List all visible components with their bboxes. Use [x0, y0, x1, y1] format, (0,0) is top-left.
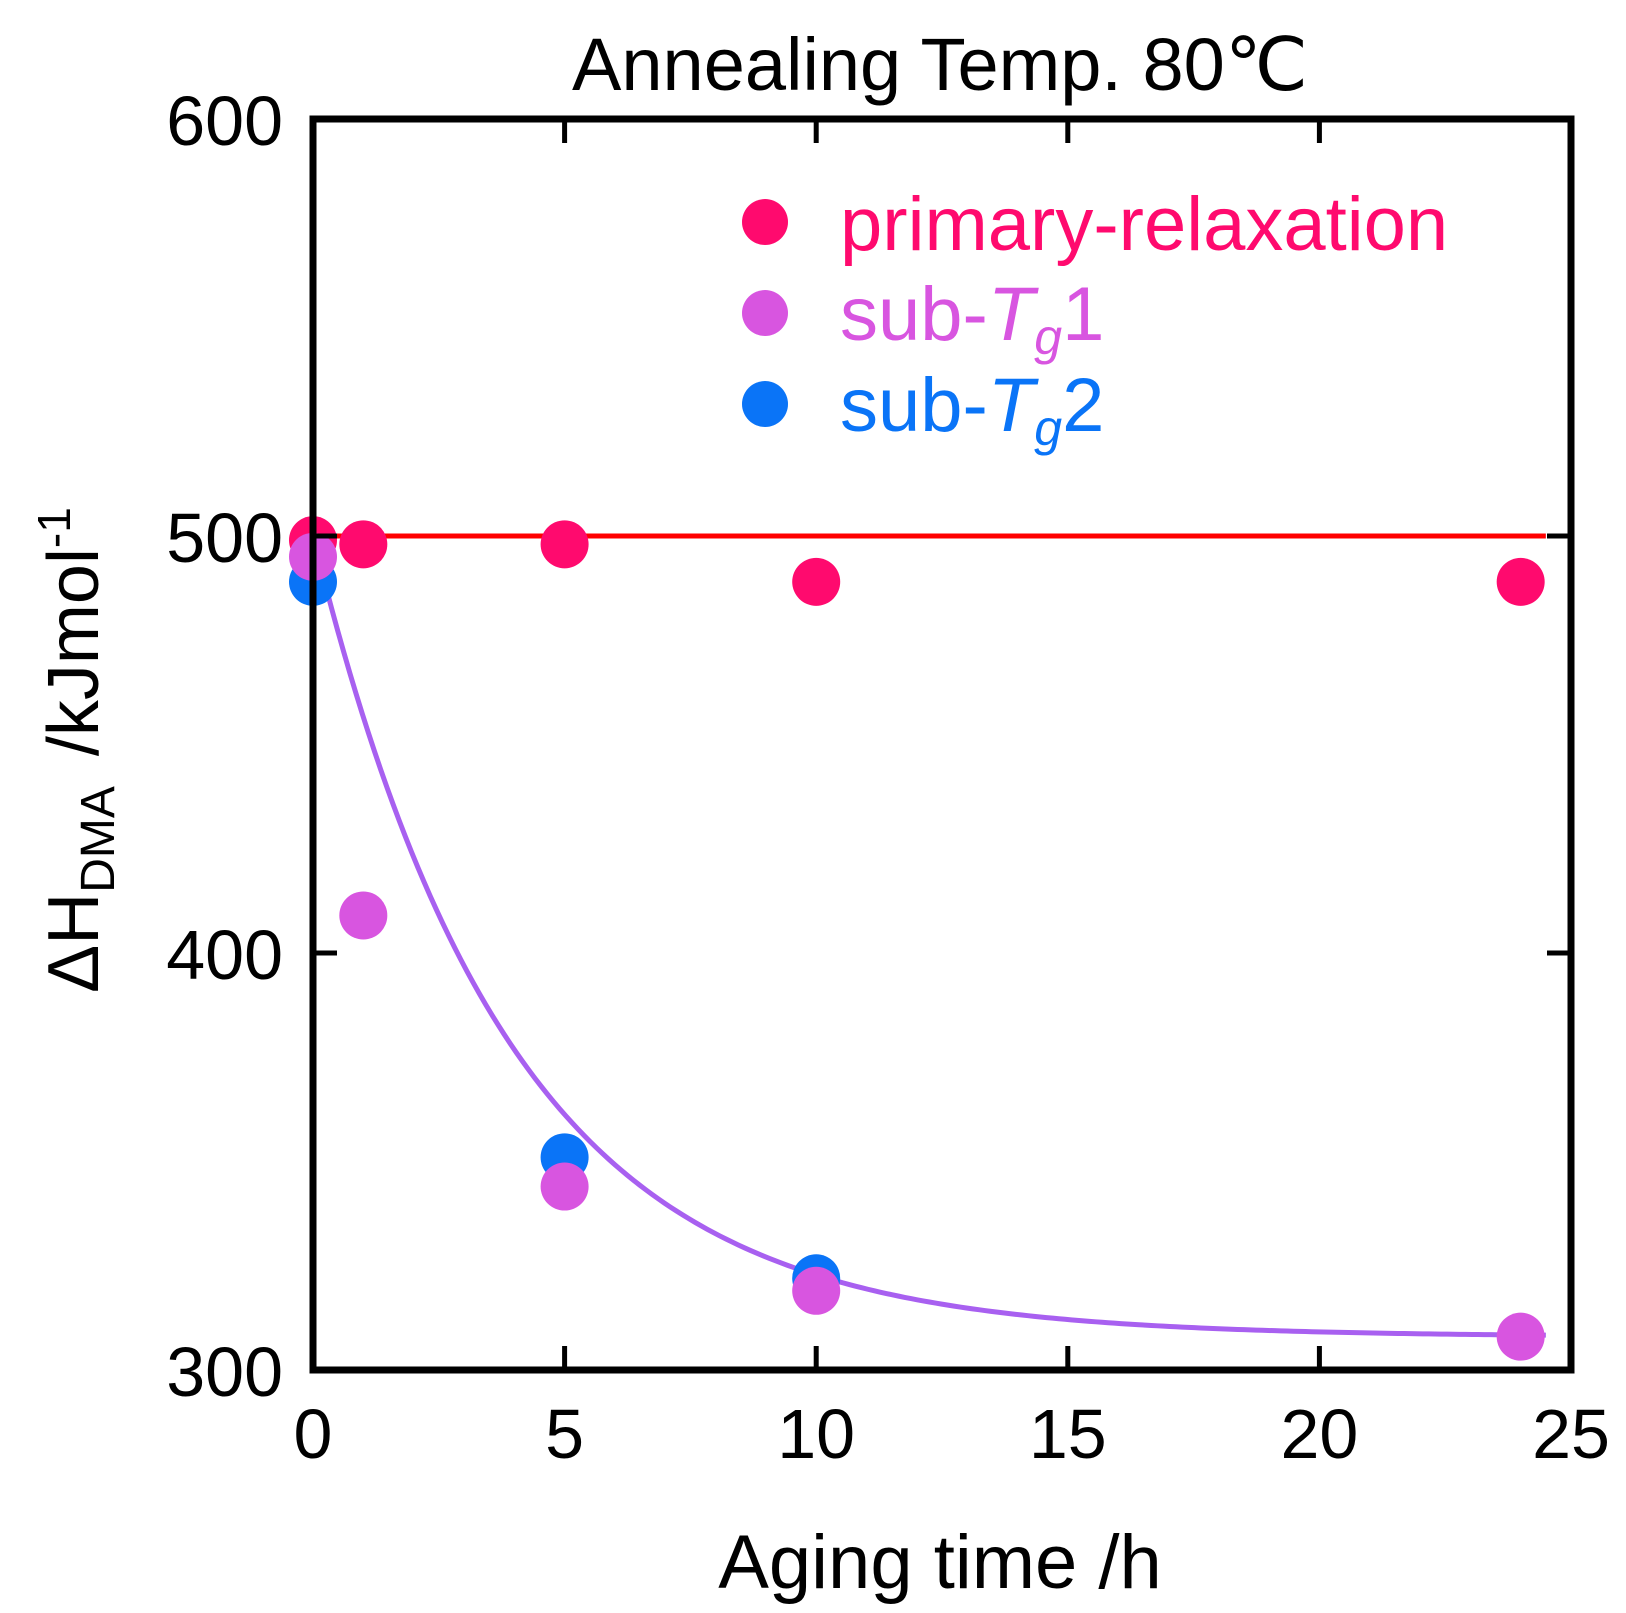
legend-marker-primary — [742, 199, 788, 245]
point-primary-relaxation-1h — [339, 520, 388, 569]
legend: primary-relaxation sub-Tg1 sub-Tg2 — [742, 182, 1448, 456]
point-sub-tg1-10h — [792, 1266, 841, 1315]
x-tick-label-10: 10 — [777, 1395, 855, 1473]
legend-sub-tg1-italic-sub: g — [1034, 309, 1062, 365]
legend-sub-tg1-italic: T — [988, 272, 1039, 357]
x-tick-label-25: 25 — [1532, 1395, 1610, 1473]
legend-sub-tg2-italic: T — [988, 363, 1039, 448]
legend-sub-tg2-italic-sub: g — [1034, 400, 1062, 456]
legend-sub-tg1-prefix: sub- — [840, 272, 988, 357]
y-tick-label-400: 400 — [166, 916, 283, 994]
y-axis-label-superscript: -1 — [28, 507, 80, 548]
x-axis-label: Aging time /h — [718, 1520, 1162, 1605]
y-axis-label-unit: /kJmol — [34, 548, 114, 756]
y-axis-label-subscript: DMA — [72, 786, 125, 893]
legend-marker-sub-tg1 — [742, 290, 788, 336]
point-sub-tg1-1h — [339, 891, 388, 940]
legend-label-sub-tg2: sub-Tg2 — [840, 363, 1104, 456]
y-axis-label-prefix: ΔH — [34, 893, 114, 993]
chart-title: Annealing Temp. 80℃ — [572, 23, 1308, 106]
legend-marker-sub-tg2 — [742, 381, 788, 427]
legend-sub-tg2-prefix: sub- — [840, 363, 988, 448]
point-primary-relaxation-24h — [1496, 557, 1545, 606]
sub-fit-line — [310, 535, 1546, 1338]
axes — [309, 115, 1575, 1374]
point-primary-relaxation-10h — [792, 557, 841, 606]
y-tick-label-600: 600 — [166, 82, 283, 160]
x-tick-label-0: 0 — [294, 1395, 333, 1473]
x-tick-label-20: 20 — [1280, 1395, 1358, 1473]
plot-frame — [309, 115, 1575, 1374]
point-primary-relaxation-5h — [540, 520, 589, 569]
legend-sub-tg2-suffix: 2 — [1062, 363, 1104, 448]
point-sub-tg1-5h — [540, 1162, 589, 1211]
fit-lines — [310, 533, 1546, 1338]
tick-labels: 0 5 10 15 20 25 300 400 500 600 — [166, 82, 1610, 1473]
svg-text:ΔHDMA/kJmol-1: ΔHDMA/kJmol-1 — [28, 507, 125, 993]
x-tick-label-15: 15 — [1029, 1395, 1107, 1473]
x-tick-label-5: 5 — [545, 1395, 584, 1473]
point-sub-tg1-24h — [1496, 1312, 1545, 1361]
y-axis-label: ΔHDMA/kJmol-1 — [28, 507, 125, 993]
y-tick-label-500: 500 — [166, 499, 283, 577]
legend-label-primary: primary-relaxation — [840, 182, 1448, 267]
legend-sub-tg1-suffix: 1 — [1062, 272, 1104, 357]
legend-label-sub-tg1: sub-Tg1 — [840, 272, 1104, 365]
data-points — [289, 516, 1545, 1361]
y-tick-label-300: 300 — [166, 1333, 283, 1411]
